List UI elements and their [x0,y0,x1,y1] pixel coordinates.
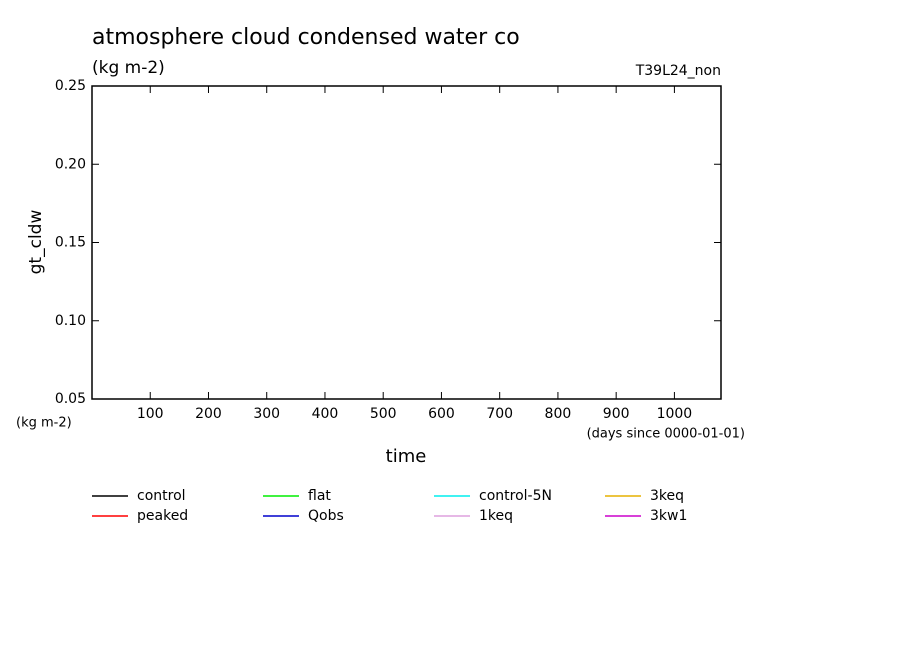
x-tick-label: 1000 [657,406,693,422]
x-axis-label: time [386,446,427,467]
legend-label: 3keq [650,488,684,504]
y-tick-label: 0.15 [55,235,86,251]
legend-label: Qobs [308,508,344,524]
legend-label: control [137,488,186,504]
x-tick-label: 200 [195,406,222,422]
chart-subtitle: (kg m-2) [92,58,165,78]
legend-label: peaked [137,508,188,524]
legend-label: flat [308,488,331,504]
legend-label: 1keq [479,508,513,524]
plot-frame [91,85,722,400]
y-tick-label: 0.25 [55,78,86,94]
x-tick-label: 500 [370,406,397,422]
y-axis-label: gt_cldw [26,210,46,275]
x-tick-label: 400 [312,406,339,422]
legend-label: control-5N [479,488,552,504]
x-tick-label: 900 [603,406,630,422]
y-tick-label: 0.20 [55,156,86,172]
x-tick-label: 300 [253,406,280,422]
x-tick-label: 700 [486,406,513,422]
x-tick-label: 100 [137,406,164,422]
y-tick-label: 0.05 [55,391,86,407]
legend-label: 3kw1 [650,508,687,524]
experiment-label: T39L24_non [635,63,721,79]
x-tick-label: 600 [428,406,455,422]
chart-title: atmosphere cloud condensed water co [92,25,520,50]
y-tick-label: 0.10 [55,313,86,329]
x-units: (days since 0000-01-01) [587,427,745,442]
x-tick-label: 800 [545,406,572,422]
y-units: (kg m-2) [16,416,72,431]
